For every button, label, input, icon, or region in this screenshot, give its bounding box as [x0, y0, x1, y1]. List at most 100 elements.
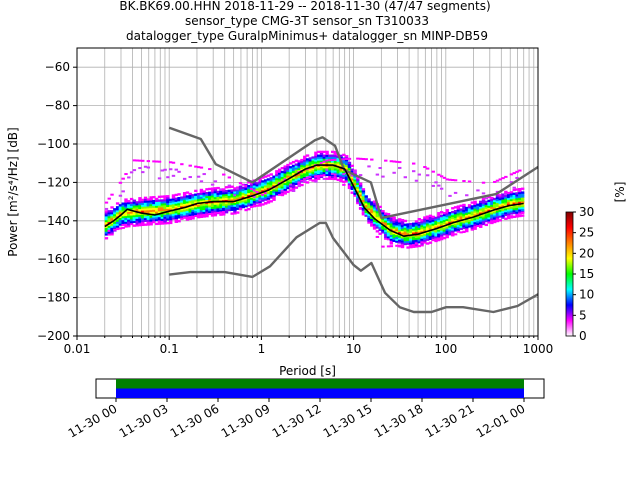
- density-cell: [484, 210, 489, 213]
- density-cell: [110, 219, 114, 223]
- density-cell: [381, 219, 385, 222]
- density-cell: [275, 191, 279, 194]
- density-cell: [467, 223, 472, 226]
- density-cell: [465, 226, 469, 229]
- density-cell: [199, 196, 204, 199]
- density-cell-sparse: [113, 228, 117, 231]
- density-cell: [465, 216, 469, 219]
- density-cell: [398, 241, 402, 244]
- density-cell: [113, 211, 117, 215]
- density-cell: [333, 152, 338, 156]
- x-tick-label: 10: [346, 342, 361, 356]
- density-cell: [392, 231, 396, 235]
- density-cell-sparse: [155, 160, 159, 163]
- density-cell: [104, 229, 109, 232]
- density-cell: [381, 213, 385, 217]
- density-cell: [372, 206, 377, 209]
- density-cell: [210, 191, 215, 194]
- density-cell: [481, 209, 486, 212]
- density-cell: [230, 189, 234, 192]
- density-cell: [381, 229, 385, 232]
- density-cell: [247, 190, 251, 194]
- density-cell: [269, 177, 273, 180]
- density-cell: [479, 212, 483, 215]
- density-cell: [129, 201, 134, 205]
- density-cell: [445, 230, 449, 233]
- density-cell: [356, 178, 360, 182]
- density-cell: [470, 220, 475, 223]
- density-cell: [512, 192, 516, 195]
- density-cell: [277, 191, 282, 194]
- density-cell: [202, 190, 206, 193]
- density-cell: [403, 237, 408, 240]
- density-cell-sparse: [163, 168, 167, 171]
- density-cell-sparse: [124, 173, 128, 176]
- density-cell: [188, 194, 192, 198]
- density-cell-sparse: [333, 158, 338, 161]
- density-cell: [325, 152, 329, 155]
- density-cell: [222, 192, 226, 195]
- density-cell: [423, 222, 427, 225]
- density-cell: [219, 201, 223, 205]
- density-cell-sparse: [129, 171, 134, 174]
- timeline-tick-label: 11-30 03: [117, 401, 171, 440]
- density-cell: [132, 199, 137, 202]
- density-cell-sparse: [213, 212, 218, 215]
- density-cell: [492, 201, 497, 204]
- density-cell: [423, 239, 427, 242]
- density-cell: [314, 151, 318, 154]
- density-cell: [163, 199, 167, 202]
- density-cell: [364, 204, 368, 208]
- density-cell: [504, 217, 508, 220]
- density-cell: [459, 210, 463, 213]
- density-cell-sparse: [141, 222, 145, 225]
- density-cell: [216, 204, 220, 207]
- density-cell: [375, 230, 380, 233]
- density-cell: [294, 180, 299, 184]
- density-cell: [143, 208, 148, 211]
- density-cell: [389, 225, 394, 228]
- density-cell: [255, 201, 259, 204]
- density-cell: [389, 219, 394, 222]
- density-cell-sparse: [168, 161, 173, 164]
- density-cell: [400, 238, 405, 241]
- density-cell: [501, 203, 505, 206]
- density-cell: [481, 218, 486, 222]
- density-cell-sparse: [121, 177, 125, 180]
- density-cell: [389, 221, 394, 224]
- density-cell: [439, 222, 444, 225]
- density-cell: [451, 218, 455, 221]
- density-cell: [453, 219, 458, 222]
- density-cell: [115, 213, 120, 217]
- density-cell: [238, 206, 243, 210]
- density-cell: [384, 235, 388, 238]
- density-cell: [121, 219, 125, 223]
- density-cell: [392, 237, 396, 241]
- density-cell: [146, 200, 151, 203]
- density-cell: [378, 205, 382, 209]
- density-cell: [160, 203, 165, 206]
- density-cell: [305, 169, 310, 173]
- density-cell: [470, 222, 475, 225]
- density-cell: [107, 217, 111, 221]
- colorbar-tick-label: 15: [579, 267, 594, 281]
- density-cell: [222, 190, 226, 193]
- density-cell: [317, 166, 321, 169]
- density-cell: [456, 216, 461, 220]
- density-cell: [465, 214, 469, 217]
- density-cell: [453, 215, 458, 219]
- density-cell: [381, 210, 385, 213]
- density-cell: [364, 195, 368, 198]
- density-cell: [490, 198, 494, 202]
- density-cell: [283, 182, 287, 186]
- density-cell: [138, 214, 142, 217]
- density-cell: [328, 168, 332, 171]
- density-cell: [339, 156, 343, 159]
- density-cell: [428, 220, 433, 223]
- density-cell: [191, 205, 195, 208]
- density-cell: [289, 179, 293, 182]
- density-cell: [196, 196, 201, 200]
- density-cell: [222, 213, 226, 216]
- density-cell: [322, 169, 327, 173]
- density-cell: [476, 207, 480, 210]
